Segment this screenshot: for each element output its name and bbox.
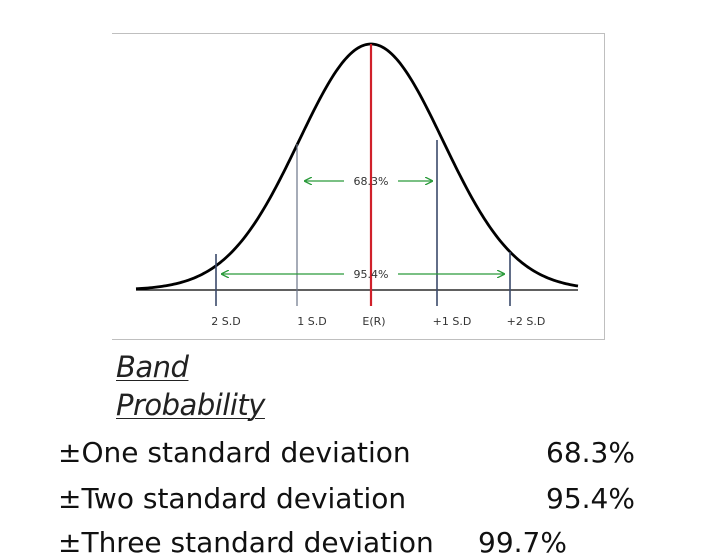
heading-line-probability: Probability: [116, 388, 265, 422]
axis-label-minus-2sd: 2 S.D: [211, 315, 240, 328]
axis-label-plus-1sd: +1 S.D: [433, 315, 472, 328]
row-value: 95.4%: [546, 482, 635, 515]
axis-label-mean: E(R): [362, 315, 385, 328]
axis-label-plus-2sd: +2 S.D: [507, 315, 546, 328]
outer-band-label: 95.4%: [354, 268, 389, 281]
normal-distribution-figure: 68.3% 95.4% 2 S.D 1 S.D E(R) +1 S.D +2 S…: [112, 33, 605, 340]
row-value: 99.7%: [478, 526, 567, 559]
row-label: ±Two standard deviation: [58, 482, 407, 515]
inner-band-label: 68.3%: [354, 175, 389, 188]
row-label: ±One standard deviation: [58, 436, 411, 469]
heading-line-band: Band: [116, 350, 189, 384]
bell-curve-diagram: 68.3% 95.4% 2 S.D 1 S.D E(R) +1 S.D +2 S…: [135, 42, 579, 328]
row-value: 68.3%: [546, 436, 635, 469]
row-label: ±Three standard deviation: [58, 526, 434, 559]
bell-curve: [135, 42, 579, 291]
axis-label-minus-1sd: 1 S.D: [297, 315, 326, 328]
